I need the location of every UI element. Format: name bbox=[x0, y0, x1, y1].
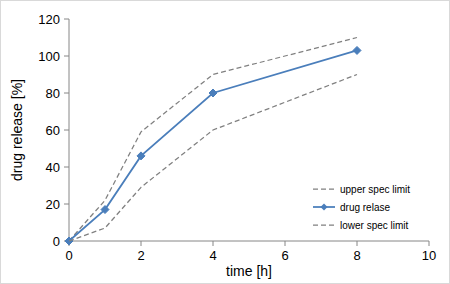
x-tick bbox=[285, 241, 286, 246]
y-tick bbox=[64, 19, 69, 20]
x-tick-label: 0 bbox=[65, 248, 72, 263]
x-tick-label: 8 bbox=[353, 248, 360, 263]
y-tick-label: 120 bbox=[38, 12, 60, 27]
y-axis-title: drug release [%] bbox=[9, 79, 25, 181]
y-tick bbox=[64, 167, 69, 168]
y-tick bbox=[64, 93, 69, 94]
legend-label: upper spec limit bbox=[340, 184, 410, 195]
x-tick bbox=[141, 241, 142, 246]
data-point bbox=[137, 152, 145, 160]
data-point bbox=[101, 206, 109, 214]
x-axis-line bbox=[69, 241, 429, 242]
y-tick-label: 80 bbox=[46, 86, 60, 101]
legend-swatch bbox=[313, 188, 335, 189]
series-line bbox=[69, 50, 357, 241]
data-point bbox=[209, 89, 217, 97]
x-tick-label: 4 bbox=[209, 248, 216, 263]
plot-area bbox=[65, 38, 361, 246]
series-line bbox=[69, 75, 357, 242]
y-tick bbox=[64, 130, 69, 131]
x-tick bbox=[213, 241, 214, 246]
data-point bbox=[353, 46, 361, 54]
y-tick-label: 0 bbox=[53, 234, 60, 249]
legend: upper spec limit drug relase lower spec li… bbox=[313, 184, 410, 231]
x-tick-label: 6 bbox=[281, 248, 288, 263]
y-tick-label: 60 bbox=[46, 123, 60, 138]
chart: 0 20 40 60 80 100 120 0 2 4 6 8 10 time [h] drug relea… bbox=[0, 0, 450, 284]
legend-swatch bbox=[313, 224, 335, 225]
legend-label: lower spec limit bbox=[340, 220, 409, 231]
x-axis-title: time [h] bbox=[226, 263, 272, 279]
y-tick-label: 40 bbox=[46, 160, 60, 175]
legend-label: drug relase bbox=[340, 202, 390, 213]
legend-marker bbox=[321, 204, 328, 211]
y-tick-label: 20 bbox=[46, 197, 60, 212]
y-tick-label: 100 bbox=[38, 49, 60, 64]
x-tick-label: 2 bbox=[137, 248, 144, 263]
chart-frame bbox=[1, 1, 450, 284]
series-line bbox=[69, 38, 357, 242]
x-tick bbox=[357, 241, 358, 246]
x-tick-label: 10 bbox=[422, 248, 436, 263]
y-tick bbox=[64, 204, 69, 205]
x-tick bbox=[429, 241, 430, 246]
y-tick bbox=[64, 56, 69, 57]
